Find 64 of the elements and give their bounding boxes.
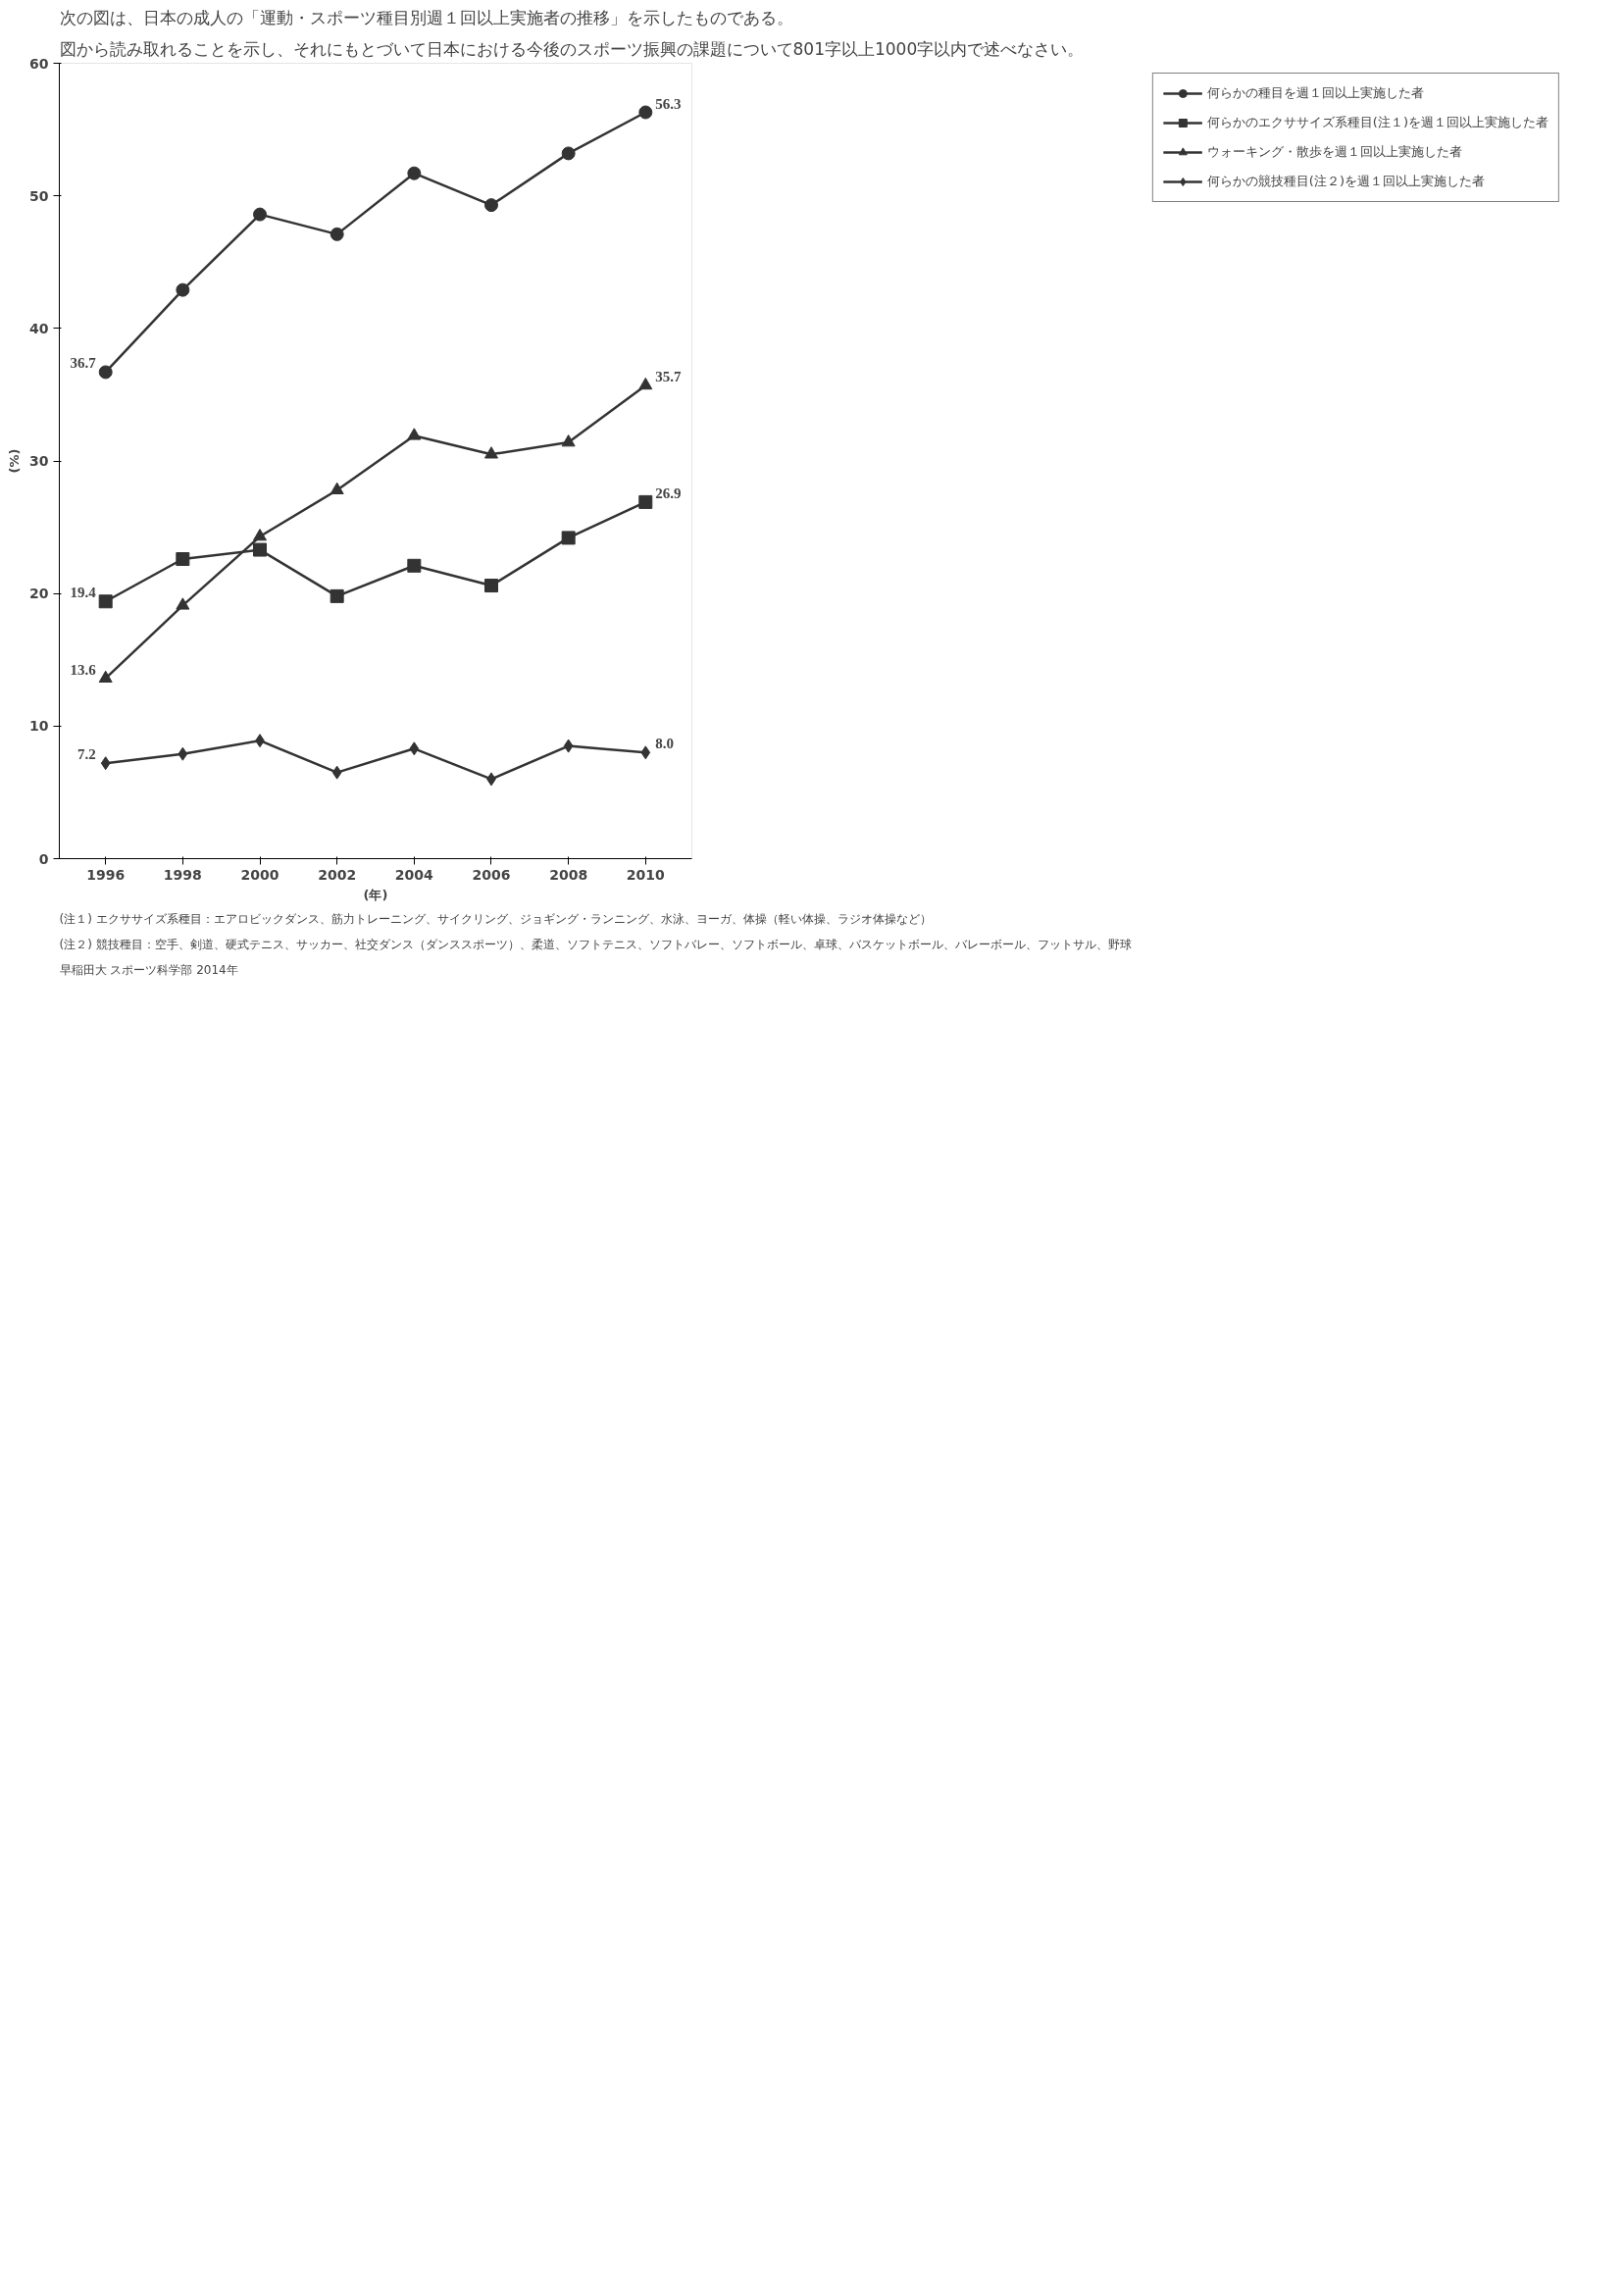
legend-label: ウォーキング・散歩を週１回以上実施した者 [1206,143,1462,161]
text: (注１) エクササイズ系種目：エアロビックダンス、筋力トレーニング、サイクリング、ジョギング・ランニング、水泳、ヨーガ、体操（軽い体操、ラジオ体操など） [59,911,932,926]
x-tick-label: 2002 [318,866,357,883]
point [407,558,422,573]
point [561,434,576,447]
chart-subtitle: 図から読み取れることを示し、それにもとづいて日本における今後のスポーツ振興の課題について801字以上1000字以内で述べなさい。 [59,38,1085,59]
y-tick-label: 40 [29,320,49,336]
data-label: 26.9 [655,484,682,501]
chart-title: 次の図は、日本の成人の「運動・スポーツ種目別週１回以上実施者の推移」を示したものである。 [59,7,793,27]
point [407,166,422,180]
point [483,579,498,593]
point [483,446,498,459]
point [253,542,268,557]
data-label: 19.4 [70,585,97,601]
point [483,198,498,213]
point [330,482,344,494]
data-label: 36.7 [70,355,97,372]
y-tick-label: 20 [29,586,49,602]
x-tick-label: 2010 [626,866,666,883]
text: 早稲田大 スポーツ科学部 2014年 [59,962,238,977]
point [253,207,268,222]
point [409,741,420,756]
x-tick-label: 2000 [240,866,279,883]
point [407,428,422,440]
point [176,282,190,297]
point [98,594,113,609]
legend-label: 何らかのエクササイズ系種目(注１)を週１回以上実施した者 [1206,114,1548,131]
point [330,588,344,603]
legend-label: 何らかの競技種目(注２)を週１回以上実施した者 [1206,173,1485,190]
point [638,105,653,120]
point [561,531,576,545]
text: (注２) 競技種目：空手、剣道、硬式テニス、サッカー、社交ダンス（ダンススポーツ）、柔道、ソフトテニス、ソフトバレー、ソフトボール、卓球、バスケットボール、バレーボール、フットサル、野球 [59,937,1132,951]
y-tick-label: 30 [29,453,49,469]
point [330,227,344,241]
x-tick-label: 1996 [86,866,126,883]
point [98,365,113,380]
point [638,377,653,390]
data-label: 35.7 [655,368,683,384]
x-axis-title: (年) [363,887,388,902]
point [638,494,653,509]
point [100,756,111,771]
point [98,670,113,683]
point [176,552,190,567]
data-label: 7.2 [76,746,96,763]
y-tick-label: 0 [38,850,49,867]
point [178,746,188,761]
y-axis-title: (%) [7,448,23,474]
point [331,765,342,780]
x-tick-label: 2008 [549,866,588,883]
x-tick-label: 2004 [394,866,434,883]
data-label: 13.6 [70,661,97,678]
point [561,146,576,161]
x-tick-label: 1998 [163,866,202,883]
y-tick-label: 50 [29,187,49,204]
y-tick-label: 10 [29,718,49,735]
y-tick-label: 60 [29,55,49,72]
legend-label: 何らかの種目を週１回以上実施した者 [1206,84,1424,102]
point [253,529,268,541]
point [176,597,190,610]
x-tick-label: 2006 [472,866,511,883]
point [640,745,651,760]
data-label: 56.3 [655,95,682,112]
point [563,739,574,753]
data-label: 8.0 [655,736,675,752]
